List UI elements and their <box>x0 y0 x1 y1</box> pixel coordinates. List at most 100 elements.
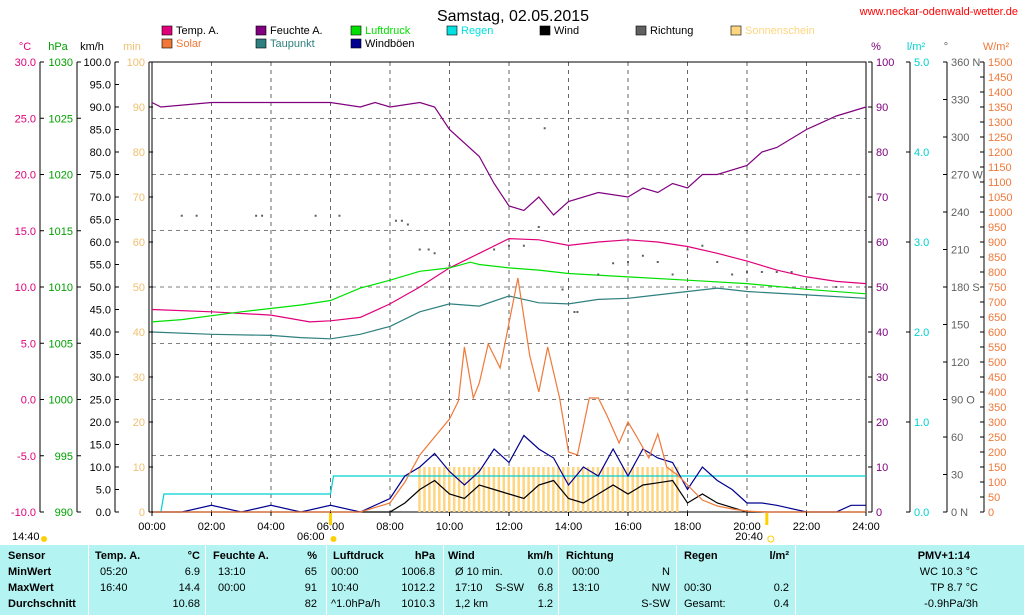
cell-pressure-value: 1006.8 <box>401 566 435 578</box>
table-header: PMV+1:14 <box>917 550 970 562</box>
cell-rain-value: 0.2 <box>773 582 789 594</box>
cell-humidity-value: 65 <box>304 566 317 578</box>
pressure-tick-label: 1015 <box>49 226 73 238</box>
direction-points <box>180 127 838 313</box>
solar-tick-label: 950 <box>988 222 1006 234</box>
cell-direction-time: 13:10 <box>572 582 600 594</box>
sunshine-bar <box>576 467 580 512</box>
cell-temp-time: 16:40 <box>100 582 128 594</box>
sunshine-bar <box>467 467 471 512</box>
humidity-tick-label: 100 <box>876 57 894 69</box>
solar-tick-label: 200 <box>988 447 1006 459</box>
wind-tick-label: 70.0 <box>90 192 111 204</box>
pressure-tick-label: 1000 <box>49 395 73 407</box>
direction-tick-label: 180 S <box>951 282 980 294</box>
table-header: Feuchte A. <box>213 550 269 562</box>
direction-point <box>537 226 540 228</box>
solar-tick-label: 800 <box>988 267 1006 279</box>
solar-tick-label: 300 <box>988 417 1006 429</box>
legend-swatch <box>635 25 647 36</box>
cell-direction-value: NW <box>651 582 670 594</box>
solar-tick-label: 1350 <box>988 102 1012 114</box>
sunset-label: 20:40 <box>735 531 763 543</box>
direction-point <box>493 248 496 251</box>
sunshine-bar <box>601 467 605 512</box>
x-tick-label: 10:00 <box>436 521 464 533</box>
axis-unit-label: W/m² <box>983 41 1010 53</box>
sun-tick-label: 20 <box>133 417 145 429</box>
table-header: Regen <box>684 550 718 562</box>
direction-point <box>731 273 734 276</box>
solar-tick-label: 1500 <box>988 57 1012 69</box>
sunshine-bar <box>457 467 461 512</box>
cell-pressure-value: 1010.3 <box>401 598 435 610</box>
table-separator <box>443 545 444 615</box>
wind-tick-label: 80.0 <box>90 147 111 159</box>
table-header: Sensor <box>8 550 46 562</box>
direction-point <box>261 214 264 217</box>
wind-tick-label: 90.0 <box>90 102 111 114</box>
sunshine-bar <box>487 467 491 512</box>
pressure-tick-label: 1020 <box>49 170 73 182</box>
pressure-tick-label: 995 <box>55 451 73 463</box>
sunshine-bar <box>562 467 565 512</box>
wind-tick-label: 85.0 <box>90 125 111 137</box>
solar-tick-label: 350 <box>988 402 1006 414</box>
wind-tick-label: 0.0 <box>96 507 111 519</box>
sunset-sun-icon <box>767 535 775 543</box>
pressure-tick-label: 1030 <box>49 57 73 69</box>
direction-point <box>394 219 397 222</box>
cell-humidity-value: 91 <box>304 582 317 594</box>
humidity-tick-label: 60 <box>876 237 888 249</box>
legend-swatch <box>255 25 267 36</box>
humidity-tick-label: 0 <box>876 507 882 519</box>
wind-tick-label: 100.0 <box>83 57 111 69</box>
table-separator <box>205 545 206 615</box>
axis-unit-label: l/m² <box>907 41 926 53</box>
sunrise-sun-icon <box>330 536 337 542</box>
rain-tick-label: 3.0 <box>914 237 929 249</box>
wind-tick-label: 5.0 <box>96 485 111 497</box>
direction-point <box>448 264 451 267</box>
legend-label: Wind <box>554 25 579 37</box>
legend-label: Sonnenschein <box>745 25 815 37</box>
sunshine-bar <box>433 467 436 512</box>
sunshine-bar <box>581 467 585 512</box>
legend-swatch <box>161 38 173 49</box>
sunshine-bar <box>626 467 629 512</box>
humidity-tick-label: 10 <box>876 462 888 474</box>
wind-tick-label: 60.0 <box>90 237 111 249</box>
direction-point <box>195 214 198 217</box>
temp-tick-label: 5.0 <box>21 338 36 350</box>
wind-tick-label: 75.0 <box>90 170 111 182</box>
legend-swatch <box>350 25 362 36</box>
direction-tick-label: 150 <box>951 320 969 332</box>
time-markers: 06:00 20:40 14:40 <box>12 513 775 543</box>
direction-point <box>790 271 793 273</box>
pressure-tick-label: 1010 <box>49 282 73 294</box>
series-line-solar <box>152 277 866 513</box>
solar-tick-label: 1400 <box>988 87 1012 99</box>
wind-tick-label: 35.0 <box>90 350 111 362</box>
direction-point <box>427 248 430 251</box>
axes: 30.025.020.015.010.05.00.0-5.0-10.010301… <box>11 41 1013 533</box>
axis-unit-label: % <box>871 41 881 53</box>
sunshine-bar <box>542 467 545 512</box>
cell-pressure-value: 1012.2 <box>401 582 435 594</box>
source-url[interactable]: www.neckar-odenwald-wetter.de <box>859 6 1018 18</box>
pressure-tick-label: 1005 <box>49 338 73 350</box>
sunshine-bar <box>631 467 634 512</box>
cell-wind-value: 6.8 <box>537 582 553 594</box>
sunshine-bar <box>676 467 679 512</box>
rain-tick-label: 1.0 <box>914 417 929 429</box>
humidity-tick-label: 30 <box>876 372 888 384</box>
temp-tick-label: 20.0 <box>15 170 36 182</box>
table-header: Luftdruck <box>333 550 384 562</box>
sunshine-bar <box>423 467 426 512</box>
legend-swatch <box>446 25 458 36</box>
direction-point <box>641 254 644 257</box>
wind-tick-label: 30.0 <box>90 372 111 384</box>
axis-unit-label: min <box>123 41 141 53</box>
humidity-tick-label: 80 <box>876 147 888 159</box>
cell-temp-value: 14.4 <box>178 582 200 594</box>
